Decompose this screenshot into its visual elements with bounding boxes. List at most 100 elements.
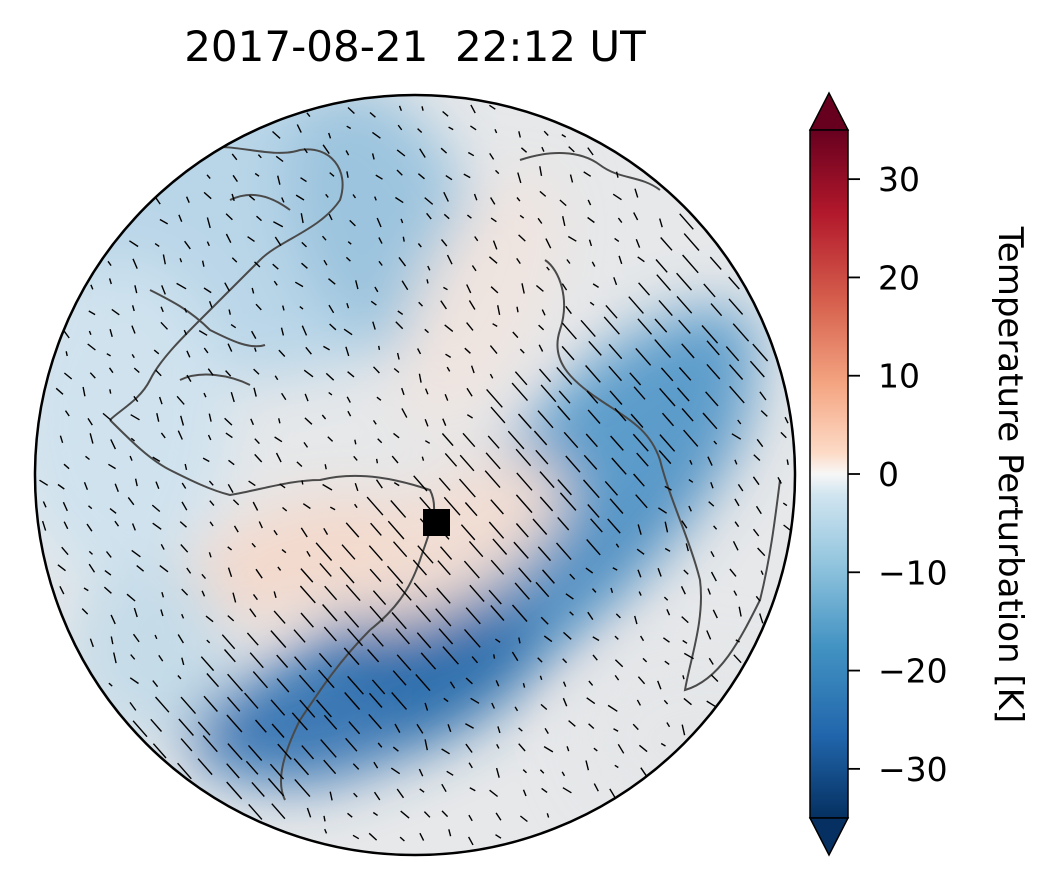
wind-vector: [228, 309, 231, 315]
wind-vector: [683, 569, 689, 575]
wind-vector: [158, 654, 164, 662]
wind-vector: [368, 713, 382, 730]
wind-vector: [465, 743, 473, 753]
wind-vector: [392, 746, 399, 752]
wind-vector: [395, 628, 410, 645]
wind-vector: [225, 432, 233, 439]
wind-vector: [557, 479, 572, 496]
wind-vector: [734, 459, 738, 465]
wind-vector: [490, 197, 496, 205]
wind-vector: [559, 199, 567, 207]
wind-vector: [328, 391, 333, 396]
wind-vector: [683, 697, 692, 706]
wind-vector: [256, 215, 262, 222]
wind-vector: [282, 506, 288, 512]
wind-vector: [474, 236, 479, 242]
wind-vector: [300, 177, 307, 183]
wind-vector: [274, 236, 282, 246]
wind-vector: [159, 565, 169, 573]
wind-vector: [612, 193, 622, 201]
wind-vector: [105, 551, 112, 558]
wind-vector: [343, 328, 353, 336]
wind-vector: [306, 807, 312, 818]
wind-vector: [368, 692, 383, 708]
wind-vector: [301, 241, 307, 248]
wind-vector: [607, 704, 618, 712]
wind-vector: [709, 256, 722, 270]
wind-vector: [419, 496, 433, 512]
wind-vector: [87, 343, 96, 351]
wind-vector: [463, 173, 471, 179]
wind-vector: [301, 745, 315, 760]
wind-vector: [267, 778, 285, 797]
wind-vector: [541, 146, 545, 152]
wind-vector: [279, 483, 286, 489]
wind-vector: [372, 811, 378, 816]
wind-vector: [417, 128, 423, 134]
wind-vector: [706, 340, 720, 356]
wind-vector: [400, 218, 404, 224]
wind-vector: [733, 590, 738, 596]
wind-vector: [540, 384, 557, 403]
wind-vector: [613, 277, 618, 286]
wind-vector: [319, 562, 332, 577]
wind-vector: [109, 389, 112, 394]
wind-vector: [305, 346, 312, 355]
wind-vector: [753, 454, 761, 462]
wind-vector: [464, 347, 471, 354]
wind-vector: [565, 455, 581, 473]
wind-vector: [375, 174, 383, 180]
wind-vector: [725, 346, 740, 362]
wind-vector: [275, 155, 284, 163]
wind-vector: [277, 566, 282, 571]
wind-vector: [113, 652, 117, 664]
wind-vector: [401, 408, 408, 418]
wind-vector: [561, 771, 566, 777]
wind-vector: [329, 506, 336, 511]
wind-vector: [611, 457, 627, 475]
wind-vector: [638, 282, 651, 296]
wind-vector: [186, 567, 192, 574]
wind-vector: [662, 637, 670, 643]
wind-vector: [442, 418, 447, 426]
wind-vector: [728, 364, 744, 380]
wind-vector: [444, 393, 449, 401]
wind-vector: [373, 791, 381, 801]
wind-vector: [371, 679, 386, 695]
wind-vector: [398, 105, 403, 111]
wind-vector: [490, 499, 504, 515]
wind-vector: [133, 607, 138, 618]
wind-vector: [301, 480, 304, 485]
colorbar-label: Temperature Perturbation [K]: [990, 226, 1030, 724]
wind-vector: [133, 367, 140, 374]
wind-vector: [300, 213, 304, 224]
wind-vector: [394, 723, 401, 733]
wind-vector: [663, 596, 669, 601]
wind-vector: [254, 172, 260, 177]
wind-vector: [61, 546, 69, 556]
wind-vector: [371, 131, 381, 139]
wind-vector: [737, 419, 742, 425]
wind-vector: [154, 696, 170, 713]
wind-vector: [273, 591, 277, 598]
wind-vector: [231, 257, 238, 263]
wind-vector: [659, 434, 676, 452]
wind-vector: [352, 763, 360, 770]
wind-vector: [473, 193, 478, 201]
wind-vector: [390, 767, 401, 775]
wind-vector: [132, 720, 148, 738]
wind-vector: [492, 323, 498, 328]
wind-vector: [557, 405, 571, 421]
wind-vector: [443, 496, 461, 516]
wind-vector: [443, 286, 448, 291]
wind-vector: [373, 761, 379, 769]
wind-vector: [587, 611, 594, 620]
wind-vector: [328, 213, 333, 221]
wind-vector: [315, 542, 333, 561]
wind-vector: [462, 432, 476, 448]
wind-vector: [443, 191, 449, 202]
wind-vector: [759, 613, 764, 624]
wind-vector: [535, 449, 549, 465]
wind-vector: [63, 330, 70, 339]
wind-vector: [227, 673, 244, 692]
